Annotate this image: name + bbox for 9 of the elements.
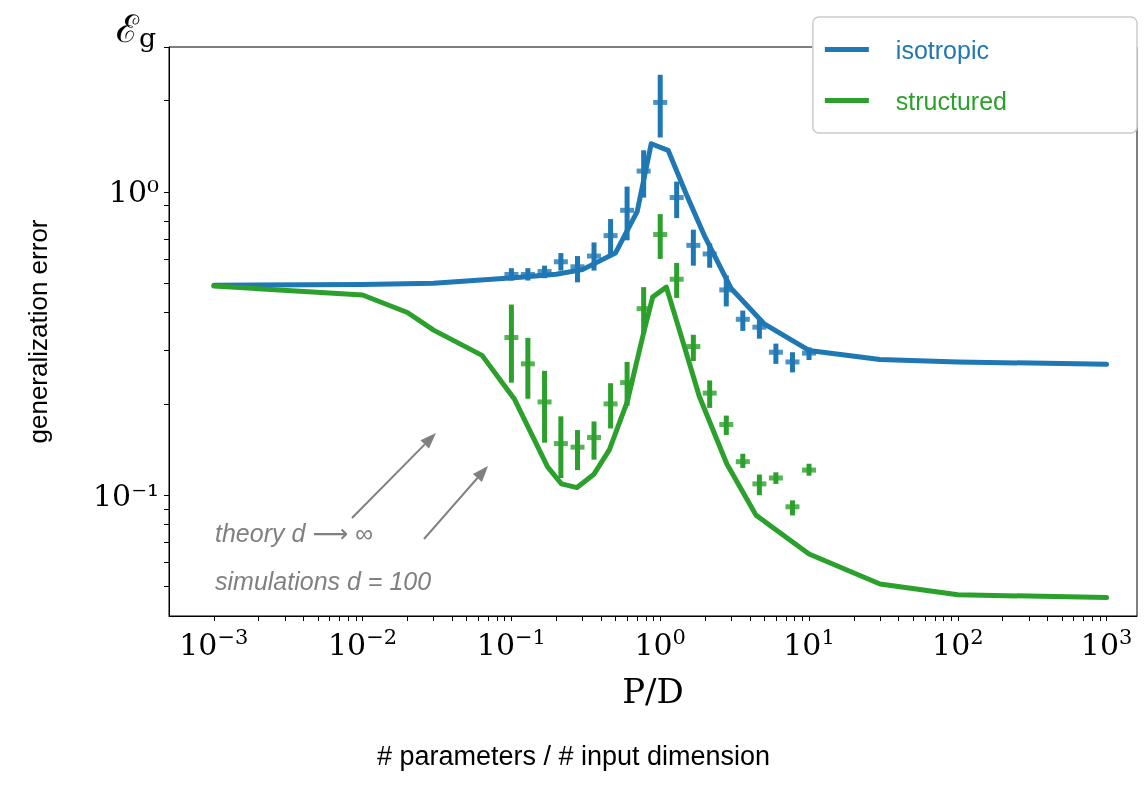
x-axis-title: P/D xyxy=(622,671,684,711)
legend-label: isotropic xyxy=(895,35,989,64)
text: # parameters / # input dimension xyxy=(376,740,771,771)
y-tick-label: 10⁻¹ xyxy=(92,477,159,513)
legend-label: structured xyxy=(895,86,1008,115)
annotation: simulations d = 100 xyxy=(215,566,432,595)
annotation: theory d ⟶ ∞ xyxy=(215,518,373,547)
y-axis-title: generalization error xyxy=(23,219,53,444)
y-tick-label: 10⁰ xyxy=(108,174,159,210)
